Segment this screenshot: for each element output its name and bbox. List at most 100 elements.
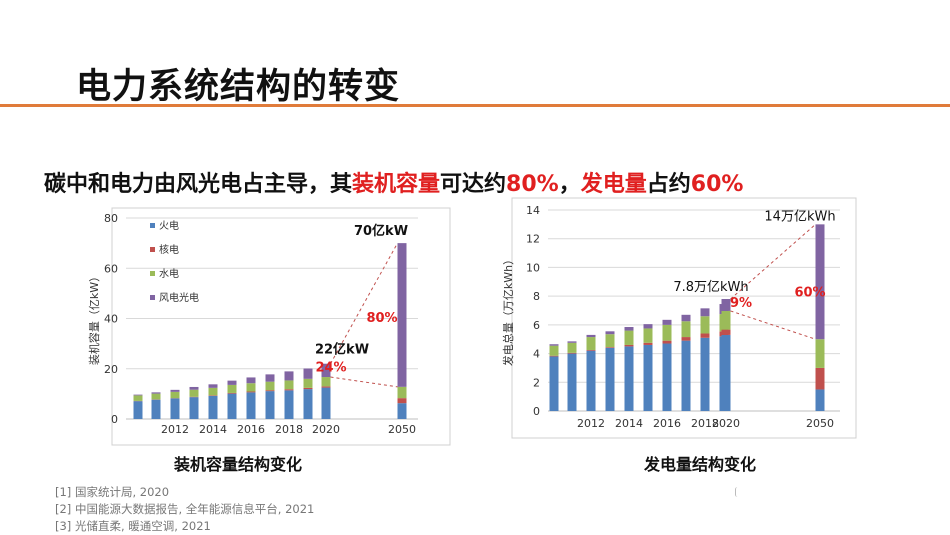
headline-part: 可达约 bbox=[440, 172, 507, 197]
x-tick-label: 2050 bbox=[388, 423, 416, 436]
y-tick-label: 0 bbox=[111, 413, 118, 426]
bar-segment bbox=[303, 378, 313, 388]
reference-1: [1] 国家统计局, 2020 bbox=[55, 485, 170, 499]
x-tick-label: 2014 bbox=[615, 417, 643, 430]
bar-segment bbox=[170, 389, 180, 392]
bar-segment bbox=[662, 340, 672, 344]
bar-segment bbox=[246, 377, 256, 384]
connector-line bbox=[730, 310, 816, 340]
headline-part: 碳中和电力由风光电占主导，其 bbox=[44, 172, 353, 197]
headline-part: 80% bbox=[506, 172, 559, 197]
legend-swatch bbox=[150, 295, 155, 300]
y-tick-label: 12 bbox=[526, 233, 540, 246]
bar-segment bbox=[265, 381, 275, 391]
bar-segment bbox=[208, 387, 218, 396]
annotation-label: 22亿kW bbox=[315, 342, 369, 358]
headline-part: ， bbox=[558, 172, 581, 197]
annotation-label: 60% bbox=[794, 285, 825, 300]
bar-segment bbox=[284, 371, 294, 381]
bar-segment bbox=[721, 329, 731, 335]
x-tick-label: 2016 bbox=[237, 423, 265, 436]
bar-segment bbox=[151, 399, 161, 419]
bar-segment bbox=[397, 243, 407, 387]
bar-segment bbox=[586, 334, 596, 338]
bar-segment bbox=[681, 340, 691, 411]
bar-segment bbox=[662, 343, 672, 411]
bar-segment bbox=[549, 356, 559, 411]
slide-title: 电力系统结构的转变 bbox=[76, 67, 401, 107]
bar-segment bbox=[189, 389, 199, 397]
legend-label: 火电 bbox=[159, 219, 179, 232]
bar-segment bbox=[624, 327, 634, 331]
bar-segment bbox=[586, 349, 596, 351]
bar-segment bbox=[321, 377, 331, 387]
bar-segment bbox=[567, 352, 577, 354]
y-tick-label: 10 bbox=[526, 261, 540, 274]
bar-segment bbox=[397, 386, 407, 399]
bar-segment bbox=[700, 333, 710, 338]
bar-segment bbox=[208, 395, 218, 419]
bar-segment bbox=[133, 395, 143, 401]
title-divider bbox=[0, 104, 950, 107]
bar-segment bbox=[284, 389, 294, 391]
bar-segment bbox=[208, 395, 218, 396]
annotation-label: 24% bbox=[315, 361, 346, 376]
bar-segment bbox=[303, 389, 313, 419]
reference-3: [3] 光储直柔, 暖通空调, 2021 bbox=[55, 519, 211, 533]
bar-segment bbox=[721, 334, 731, 411]
annotation-label: 7.8万亿kWh bbox=[673, 280, 748, 295]
y-tick-label: 14 bbox=[526, 204, 540, 217]
bar-segment bbox=[265, 390, 275, 392]
bar-segment bbox=[170, 391, 180, 399]
bar-segment bbox=[397, 398, 407, 404]
bar-segment bbox=[700, 308, 710, 317]
bar-segment bbox=[681, 314, 691, 322]
bar-segment bbox=[815, 367, 825, 390]
x-tick-label: 2018 bbox=[275, 423, 303, 436]
bar-segment bbox=[303, 368, 313, 379]
bar-segment bbox=[815, 339, 825, 368]
x-tick-label: 2018 bbox=[691, 417, 719, 430]
y-tick-label: 6 bbox=[533, 319, 540, 332]
bar-segment bbox=[227, 393, 237, 419]
y-tick-label: 40 bbox=[104, 313, 118, 326]
bar-segment bbox=[246, 391, 256, 393]
bar-segment bbox=[605, 347, 615, 411]
annotation-label: 70亿kW bbox=[354, 223, 408, 239]
bar-segment bbox=[643, 342, 653, 345]
bar-segment bbox=[624, 346, 634, 411]
bar-segment bbox=[586, 350, 596, 411]
x-tick-label: 2012 bbox=[577, 417, 605, 430]
generation-chart-caption: 发电量结构变化 bbox=[644, 455, 757, 474]
bar-segment bbox=[133, 394, 143, 396]
x-tick-label: 2020 bbox=[712, 417, 740, 430]
connector-line bbox=[330, 376, 398, 388]
bar-segment bbox=[133, 401, 143, 419]
bar-segment bbox=[151, 392, 161, 394]
y-axis-label: 发电总量（万亿kWh） bbox=[501, 254, 515, 366]
bar-segment bbox=[643, 324, 653, 329]
bar-segment bbox=[227, 380, 237, 385]
bar-segment bbox=[208, 384, 218, 388]
x-tick-label: 2014 bbox=[199, 423, 227, 436]
bar-segment bbox=[721, 310, 731, 330]
y-tick-label: 8 bbox=[533, 290, 540, 303]
y-tick-label: 2 bbox=[533, 376, 540, 389]
chart-frame bbox=[111, 207, 451, 446]
headline-part: 占约 bbox=[646, 172, 691, 197]
connector-line bbox=[330, 242, 398, 364]
bar-segment bbox=[567, 341, 577, 343]
bar-segment bbox=[567, 342, 577, 353]
bar-segment bbox=[397, 403, 407, 419]
references: [1] 国家统计局, 2020 [2] 中国能源大数据报告, 全年能源信息平台,… bbox=[55, 484, 314, 535]
x-tick-label: 2020 bbox=[312, 423, 340, 436]
y-tick-label: 80 bbox=[104, 212, 118, 225]
legend-label: 水电 bbox=[159, 267, 179, 280]
bar-segment bbox=[189, 397, 199, 419]
bar-segment bbox=[227, 392, 237, 394]
bar-segment bbox=[265, 391, 275, 419]
y-axis-label: 装机容量（亿kW） bbox=[87, 271, 101, 365]
annotation-label: 9% bbox=[730, 296, 752, 311]
